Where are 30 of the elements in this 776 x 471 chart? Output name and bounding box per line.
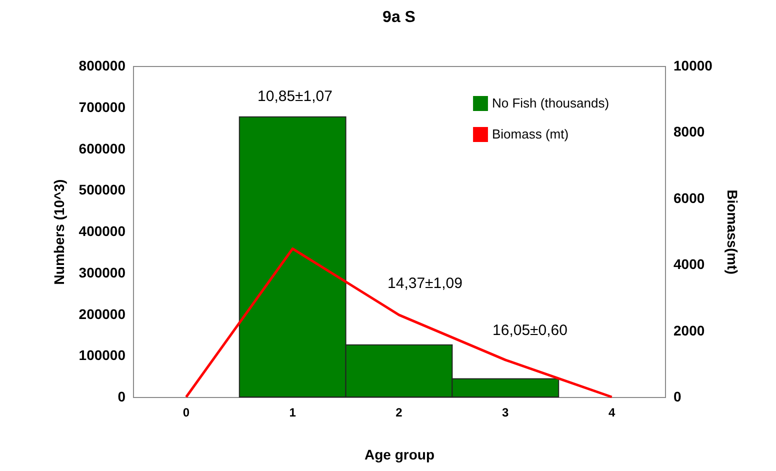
y2-tick-label: 6000 bbox=[674, 190, 705, 206]
x-tick-label: 1 bbox=[289, 406, 296, 420]
y-tick-label: 700000 bbox=[78, 98, 126, 115]
y-tick-label: 300000 bbox=[78, 264, 126, 280]
y-tick-label: 200000 bbox=[78, 306, 126, 322]
x-tick-label: 2 bbox=[396, 406, 403, 420]
y-axis-title: Numbers (10^3) bbox=[50, 179, 67, 285]
x-tick-label: 3 bbox=[502, 406, 510, 420]
y2-tick-label: 4000 bbox=[674, 256, 705, 272]
y2-tick-label: 2000 bbox=[674, 322, 705, 338]
y-tick-label: 800000 bbox=[78, 58, 126, 74]
y-tick-label: 400000 bbox=[78, 223, 126, 239]
y2-tick-label: 8000 bbox=[674, 124, 705, 140]
y-tick-label: 0 bbox=[118, 388, 126, 404]
y2-tick-label: 10000 bbox=[674, 58, 713, 74]
y-tick-label: 600000 bbox=[78, 140, 126, 156]
y2-axis-title: Biomass(mt) bbox=[724, 190, 740, 274]
line-series bbox=[184, 247, 614, 398]
y-tick-label: 500000 bbox=[78, 182, 126, 198]
annotation: 16,05±0,60 bbox=[492, 322, 568, 339]
y2-tick-label: 0 bbox=[674, 388, 682, 404]
legend-label: Biomass (mt) bbox=[492, 126, 569, 142]
chart-title: 9a S bbox=[382, 9, 416, 26]
legend-label: No Fish (thousands) bbox=[492, 96, 610, 110]
x-tick-label: 0 bbox=[182, 406, 190, 420]
annotation: 10,85±1,07 bbox=[258, 88, 332, 105]
y-tick-label: 100000 bbox=[78, 347, 126, 364]
x-tick-label: 4 bbox=[608, 406, 616, 420]
annotation: 14,37±1,09 bbox=[388, 275, 462, 292]
x-axis-title: Age group bbox=[364, 446, 434, 462]
